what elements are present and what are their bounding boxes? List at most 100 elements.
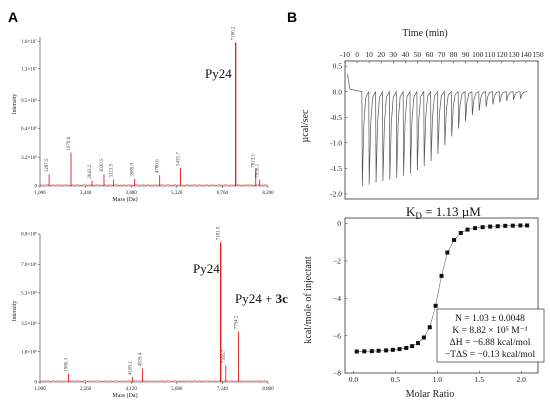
itc-binding-point — [384, 348, 389, 353]
itc-kd-label: KD = 1.13 µM — [406, 204, 481, 221]
ms-bottom-x-tick-label: 4,120 — [126, 387, 138, 392]
ms-top-y-tick-label: 6.4×10⁶ — [21, 126, 37, 132]
itc-binding-point — [480, 225, 485, 230]
itc-binding-point — [421, 335, 426, 340]
itc-binding-point — [458, 230, 463, 235]
itc-param-n: N = 1.03 ± 0.0048 — [455, 314, 525, 324]
itc-binding-point — [510, 223, 515, 228]
ms-top-baseline — [39, 184, 268, 186]
ms-top-peak-label: 3989.9 — [131, 163, 136, 177]
itc-raw-x-tick-label: 140 — [520, 50, 532, 59]
itc-binding-y-tick-label: −8 — [333, 369, 341, 378]
ms-bottom-peak-label: 1980.3 — [65, 357, 70, 371]
ms-bottom-x-tick-label: 8,800 — [262, 387, 274, 392]
itc-binding-point — [473, 226, 478, 231]
ms-bottom-y-tick-label: 0 — [35, 381, 38, 386]
itc-raw-frame — [344, 60, 539, 200]
ms-top-annotation: Py24 — [205, 66, 232, 81]
itc-binding-frame — [344, 217, 539, 374]
itc-binding-x-tick-label: 0.0 — [349, 375, 359, 384]
itc-binding-point — [433, 303, 438, 308]
itc-binding-point — [495, 224, 500, 229]
itc-raw-x-tick-label: 130 — [508, 50, 520, 59]
ms-top-peak-label: 1287.5 — [45, 158, 50, 172]
ms-bottom-x-tick-label: 7,240 — [217, 387, 229, 392]
itc-binding-y-tick-label: 0 — [337, 219, 341, 228]
itc-binding-point — [369, 349, 374, 354]
ms-bottom-chart: Intensity Mass (Da) Py24 Py24 + 3c 1,000… — [12, 226, 288, 399]
ms-bottom-annotation-py24-3c: Py24 + 3c — [235, 291, 288, 306]
ms-bottom-y-tick-label: 1.8×10⁶ — [21, 349, 37, 355]
ms-bottom-xlabel: Mass (Da) — [112, 392, 137, 399]
itc-raw-x-tick-label: 80 — [450, 50, 458, 59]
ms-top-peak-label: 4780.0 — [156, 159, 161, 173]
itc-binding-x-tick-label: 2.0 — [517, 375, 527, 384]
itc-raw-x-tick-label: 40 — [402, 50, 410, 59]
ms-top-x-tick-label: 3,880 — [126, 191, 138, 196]
ms-bottom-annotation-prefix: Py24 + — [235, 291, 276, 306]
ms-top-x-tick-label: 5,320 — [171, 191, 183, 196]
itc-binding-y-tick-label: −4 — [333, 294, 341, 303]
ms-top-x-tick-label: 2,440 — [80, 191, 92, 196]
itc-kd-sub: D — [415, 211, 422, 221]
ms-top-peak-label: 7813.5 — [252, 153, 257, 167]
itc-binding-point — [410, 344, 415, 349]
panel-b-letter: B — [287, 9, 297, 25]
itc-raw-y-tick-label: -0.5 — [330, 113, 342, 122]
itc-params-box — [436, 308, 545, 363]
itc-raw-x-tick-label: 10 — [365, 50, 373, 59]
itc-raw-x-tick-label: 50 — [414, 50, 422, 59]
ms-bottom-peak-label: 7794.2 — [235, 315, 240, 329]
itc-binding-ylabel: kcal/mole of injectant — [303, 256, 314, 343]
ms-top-y-tick-label: 3.2×10⁶ — [21, 155, 37, 161]
itc-binding-point — [525, 223, 530, 228]
ms-top-peak-label: 7180.2 — [232, 26, 237, 40]
itc-raw-ylabel: µcal/sec — [300, 109, 311, 143]
itc-binding-y-tick-label: −2 — [333, 257, 341, 266]
ms-bottom-baseline — [39, 380, 268, 382]
itc-binding-y-tick-label: −6 — [333, 331, 341, 340]
ms-top-peak-label: 5435.7 — [176, 152, 181, 166]
ms-bottom-peak-label: 4509.4 — [139, 352, 144, 366]
itc-raw-x-tick-label: 30 — [390, 50, 398, 59]
ms-bottom-y-tick-label: 5.3×10⁶ — [21, 291, 37, 297]
ms-bottom-y-tick-label: 7.0×10⁶ — [21, 262, 37, 268]
ms-top-peak-label: 3323.9 — [110, 163, 115, 177]
itc-raw-x-tick-label: 70 — [438, 50, 446, 59]
itc-binding-point — [416, 341, 420, 346]
itc-raw-chart: Time (min) µcal/sec KD = 1.13 µM -10 0 10 2… — [300, 28, 544, 221]
itc-binding-point — [465, 227, 470, 232]
itc-raw-y-tick-label: -1.0 — [330, 138, 342, 147]
itc-binding-x-tick-label: 0.5 — [391, 375, 401, 384]
itc-raw-x-tick-label: 90 — [462, 50, 470, 59]
ms-bottom-peak-label: 7356.7 — [222, 349, 227, 363]
ms-top-peak-label: 3020.5 — [100, 158, 105, 172]
itc-binding-xlabel: Molar Ratio — [406, 389, 455, 400]
ms-top-peak-label: 2643.2 — [88, 164, 93, 178]
itc-raw-x-tick-label: 20 — [377, 50, 385, 59]
itc-binding-chart: Molar Ratio kcal/mole of injectant 0.0 0.… — [303, 217, 545, 400]
itc-binding-x-tick-label: 1.0 — [433, 375, 443, 384]
ms-top-chart: Intensity Mass (Da) Py24 1,000 2,440 3,880… — [12, 26, 274, 203]
itc-raw-xlabel: Time (min) — [402, 28, 447, 39]
itc-binding-point — [518, 223, 523, 228]
ms-top-x-tick-label: 8,200 — [262, 191, 274, 196]
ms-top-y-tick-label: 0 — [35, 185, 38, 190]
itc-binding-point — [390, 347, 395, 352]
ms-top-xlabel: Mass (Da) — [112, 196, 137, 203]
ms-top-x-tick-label: 1,000 — [34, 191, 46, 196]
itc-binding-point — [376, 348, 381, 353]
itc-raw-x-tick-label: 0 — [355, 50, 359, 59]
ms-bottom-peak-label: 7181.9 — [217, 226, 222, 240]
itc-binding-point — [354, 349, 359, 354]
itc-raw-y-tick-label: -2.0 — [330, 189, 342, 198]
ms-top-y-tick-label: 9.5×10⁶ — [21, 98, 37, 104]
ms-bottom-annotation-py24: Py24 — [193, 261, 220, 276]
ms-bottom-ylabel: Intensity — [12, 301, 18, 322]
itc-raw-y-tick-label: 0.0 — [333, 87, 343, 96]
ms-top-x-tick-label: 6,760 — [217, 191, 229, 196]
panel-a-letter: A — [8, 9, 18, 25]
itc-param-tds: −TΔS = −0.13 kcal/mol — [445, 350, 536, 360]
ms-top-peak-label: 1979.6 — [67, 136, 72, 150]
